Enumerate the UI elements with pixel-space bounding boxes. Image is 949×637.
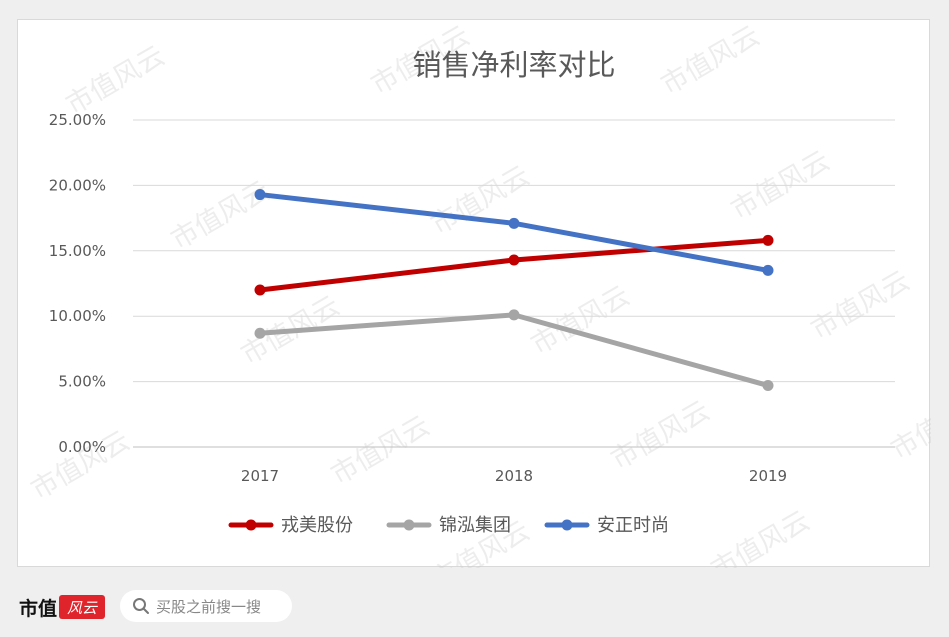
legend-marker [403, 519, 415, 531]
data-point [254, 189, 266, 201]
y-tick-label: 20.00% [49, 176, 106, 194]
y-tick-label: 5.00% [58, 373, 106, 391]
watermark-text: 市值风云 [886, 385, 931, 466]
search-icon [132, 597, 150, 615]
search-placeholder: 买股之前搜一搜 [156, 597, 262, 616]
data-point [762, 380, 774, 392]
chart-card: 市值风云 市值风云 市值风云 市值风云 市值风云 市值风云 市值风云 市值风云 市值风云 市值风云… [17, 19, 931, 568]
x-tick-label: 2017 [241, 467, 279, 485]
y-tick-label: 15.00% [49, 242, 106, 260]
data-point [508, 217, 520, 229]
series-line-2 [257, 312, 771, 389]
y-tick-label: 0.00% [58, 438, 106, 456]
data-point [508, 309, 520, 321]
legend-label: 戎美股份 [281, 515, 353, 536]
watermark-text: 市值风云 [806, 265, 915, 346]
y-tick-label: 10.00% [49, 307, 106, 325]
footer-bar: 市值 风云 买股之前搜一搜 [0, 580, 949, 637]
legend-marker [245, 519, 257, 531]
watermark-text: 市值风云 [426, 160, 535, 241]
data-point [762, 264, 774, 276]
data-point [762, 234, 774, 246]
legend-label: 安正时尚 [597, 515, 669, 536]
brand-name: 市值 [19, 597, 58, 620]
watermark-text: 市值风云 [606, 395, 715, 476]
search-input[interactable]: 买股之前搜一搜 [120, 590, 292, 622]
legend-marker [561, 519, 573, 531]
watermark-text: 市值风云 [706, 505, 815, 568]
brand-logo[interactable]: 市值 风云 [19, 594, 106, 620]
data-point [254, 284, 266, 296]
chart-title: 销售净利率对比 [412, 48, 615, 82]
x-tick-label: 2019 [749, 467, 787, 485]
watermark-text: 市值风云 [656, 20, 765, 101]
watermark-text: 市值风云 [326, 410, 435, 491]
watermark-text: 市值风云 [166, 175, 275, 256]
data-point [508, 254, 520, 266]
data-point [254, 327, 266, 339]
legend-label: 锦泓集团 [439, 515, 511, 536]
y-tick-label: 25.00% [49, 111, 106, 129]
watermark-text: 市值风云 [61, 40, 170, 121]
brand-seal-logo: 风云 [59, 595, 106, 619]
x-tick-label: 2018 [495, 467, 533, 485]
